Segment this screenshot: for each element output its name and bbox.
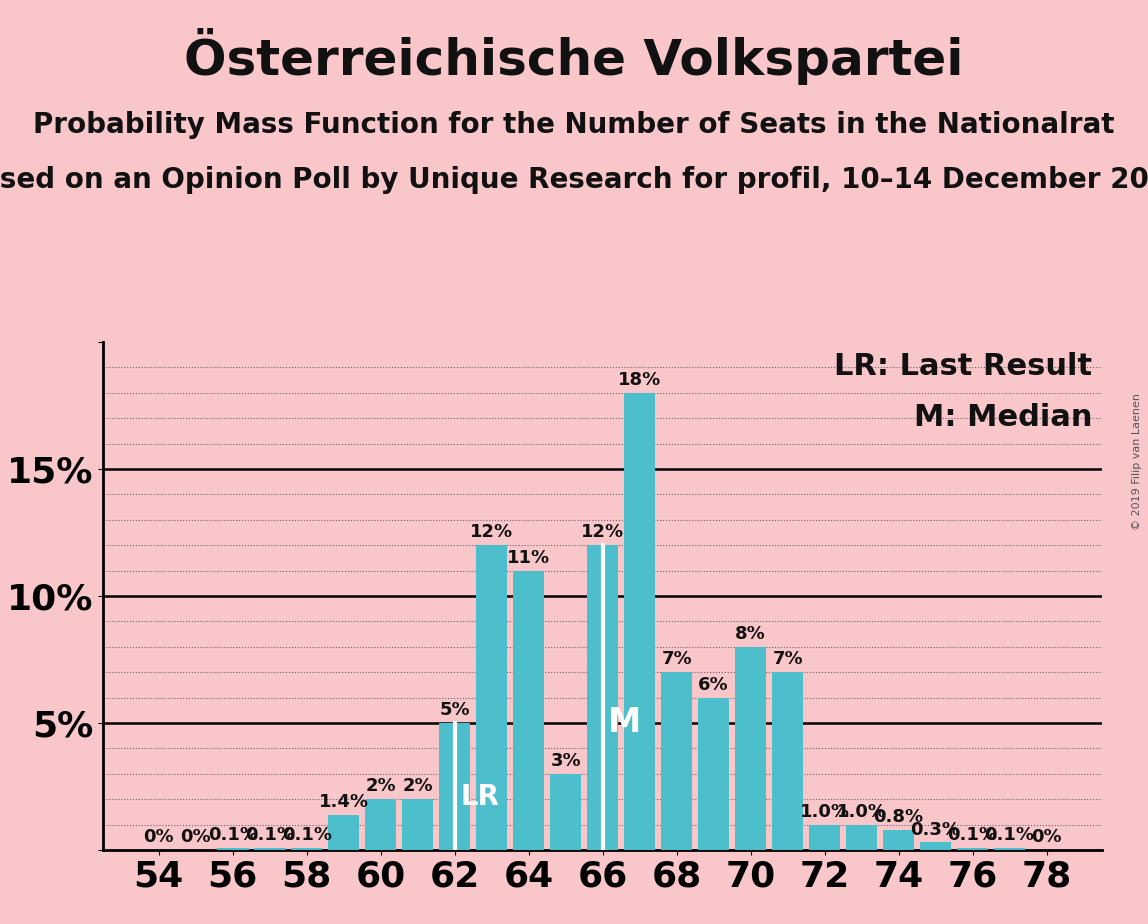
Bar xyxy=(587,545,619,850)
Bar xyxy=(883,830,914,850)
Text: 0.1%: 0.1% xyxy=(245,826,295,844)
Bar xyxy=(698,698,729,850)
Bar xyxy=(292,847,323,850)
Text: 7%: 7% xyxy=(661,650,692,668)
Text: Probability Mass Function for the Number of Seats in the Nationalrat: Probability Mass Function for the Number… xyxy=(33,111,1115,139)
Bar xyxy=(254,847,286,850)
Text: 12%: 12% xyxy=(581,523,625,541)
Bar xyxy=(994,847,1025,850)
Text: 0.3%: 0.3% xyxy=(910,821,961,839)
Text: M: M xyxy=(608,706,642,738)
Text: 0%: 0% xyxy=(1031,828,1062,846)
Text: Based on an Opinion Poll by Unique Research for profil, 10–14 December 2018: Based on an Opinion Poll by Unique Resea… xyxy=(0,166,1148,194)
Text: 8%: 8% xyxy=(735,625,766,643)
Text: 6%: 6% xyxy=(698,675,729,694)
Text: 0.1%: 0.1% xyxy=(985,826,1034,844)
Text: 0%: 0% xyxy=(180,828,211,846)
Bar xyxy=(513,570,544,850)
Text: 0.1%: 0.1% xyxy=(947,826,998,844)
Text: 0.1%: 0.1% xyxy=(208,826,258,844)
Text: M: Median: M: Median xyxy=(914,403,1092,432)
Bar xyxy=(476,545,507,850)
Bar xyxy=(809,824,840,850)
Text: LR: Last Result: LR: Last Result xyxy=(833,352,1092,381)
Text: 1.0%: 1.0% xyxy=(800,803,850,821)
Bar xyxy=(920,843,952,850)
Bar xyxy=(735,647,767,850)
Text: 5%: 5% xyxy=(440,701,470,719)
Bar xyxy=(957,847,988,850)
Bar xyxy=(439,723,471,850)
Bar xyxy=(328,815,359,850)
Text: 1.4%: 1.4% xyxy=(319,793,369,810)
Bar xyxy=(846,824,877,850)
Bar xyxy=(217,847,248,850)
Bar xyxy=(771,673,804,850)
Bar xyxy=(550,774,581,850)
Text: 2%: 2% xyxy=(365,777,396,796)
Text: Österreichische Volkspartei: Österreichische Volkspartei xyxy=(184,28,964,85)
Text: LR: LR xyxy=(460,783,499,810)
Text: 0.1%: 0.1% xyxy=(281,826,332,844)
Bar xyxy=(402,799,434,850)
Text: © 2019 Filip van Laenen: © 2019 Filip van Laenen xyxy=(1132,394,1142,530)
Text: 7%: 7% xyxy=(773,650,802,668)
Bar xyxy=(625,393,656,850)
Bar xyxy=(661,673,692,850)
Text: 12%: 12% xyxy=(471,523,513,541)
Text: 2%: 2% xyxy=(403,777,433,796)
Bar xyxy=(365,799,396,850)
Text: 11%: 11% xyxy=(507,549,550,566)
Text: 0%: 0% xyxy=(144,828,174,846)
Text: 3%: 3% xyxy=(550,752,581,770)
Text: 18%: 18% xyxy=(618,371,661,389)
Text: 0.8%: 0.8% xyxy=(874,808,924,826)
Text: 1.0%: 1.0% xyxy=(837,803,886,821)
